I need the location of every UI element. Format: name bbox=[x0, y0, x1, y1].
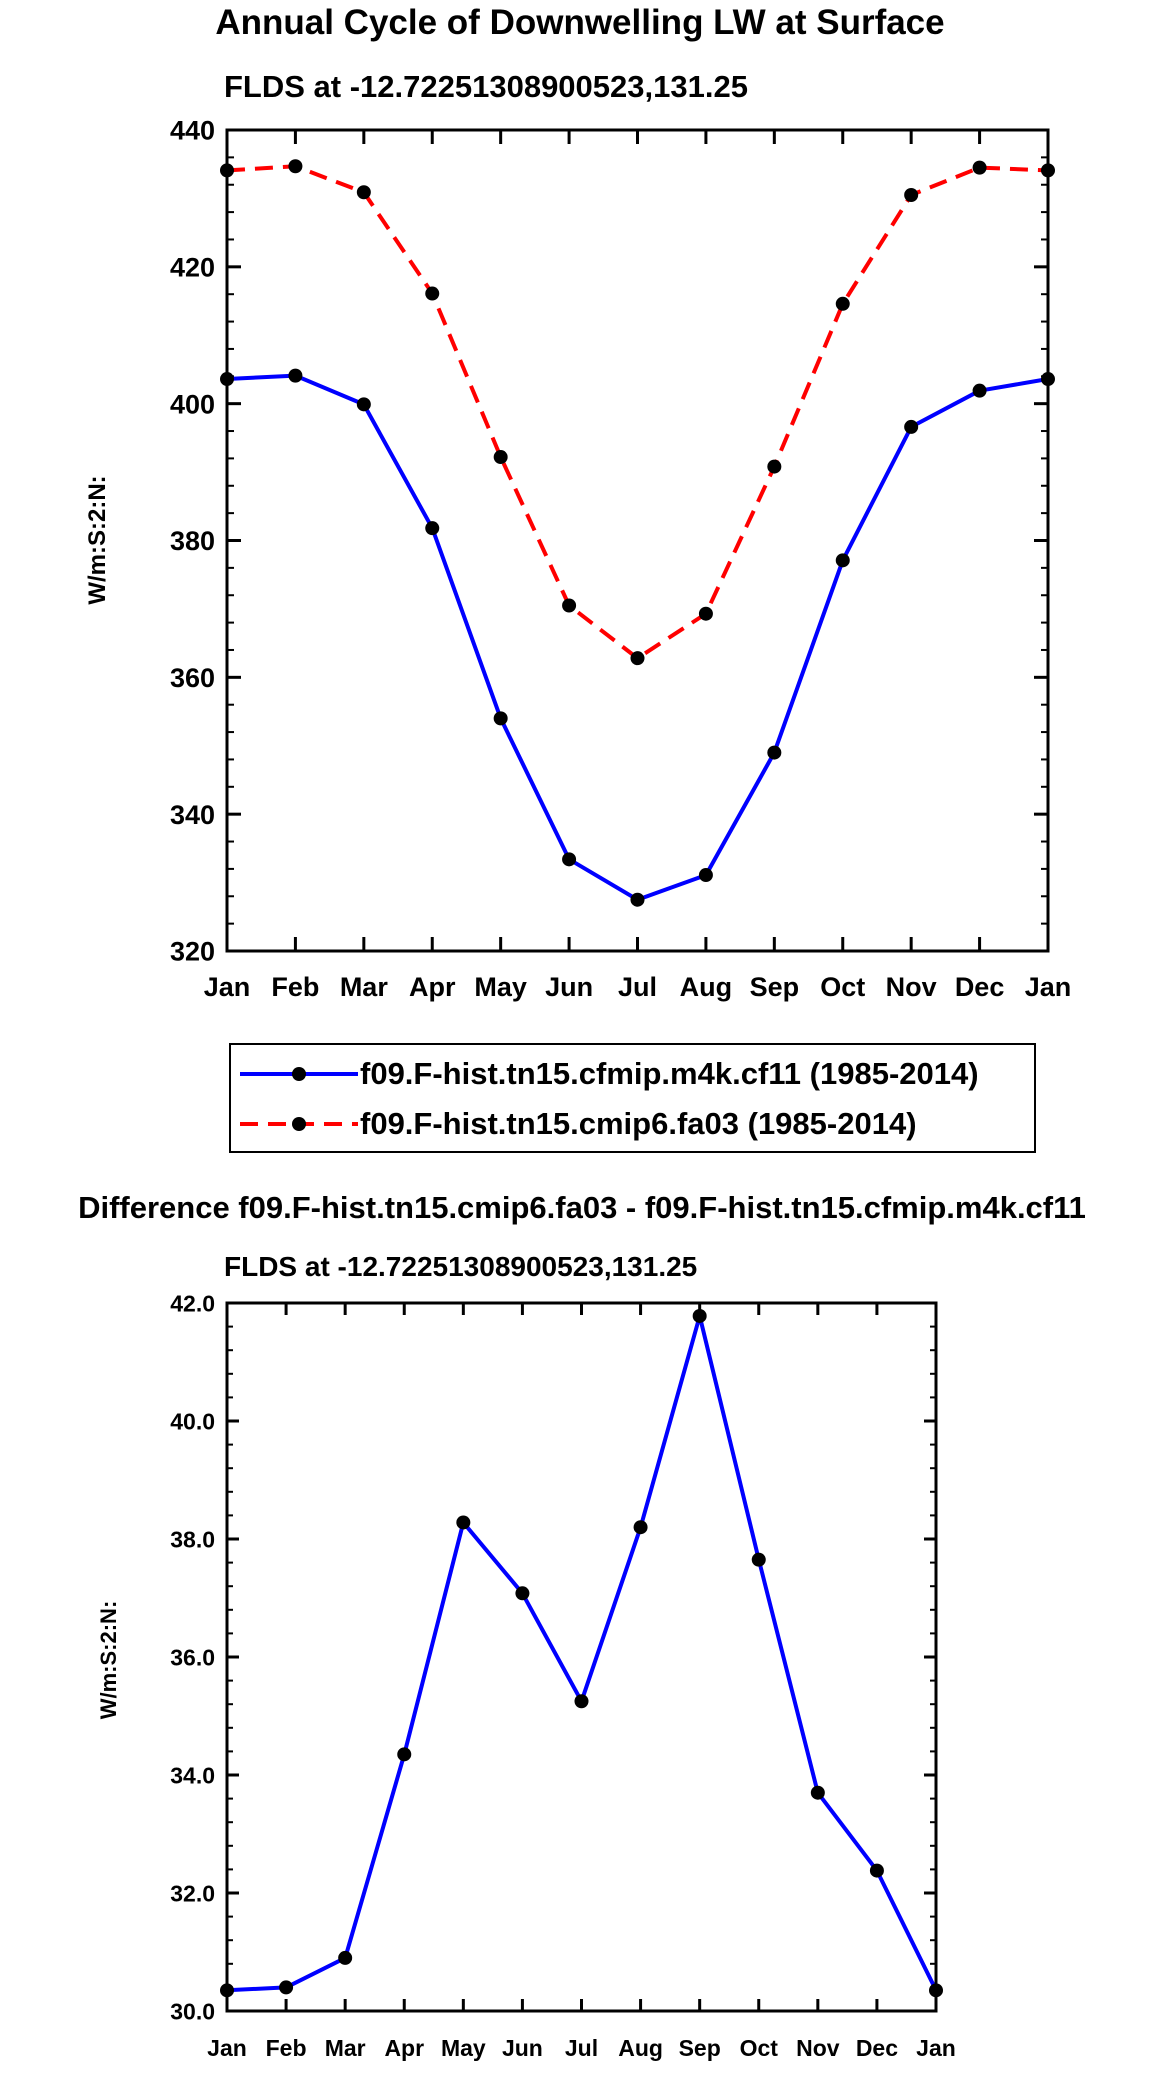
x-tick-label: Jan bbox=[916, 2035, 956, 2061]
x-tick-label: Aug bbox=[680, 972, 732, 1002]
data-point bbox=[929, 1983, 943, 1998]
data-point bbox=[692, 1308, 707, 1323]
y-tick-label: 360 bbox=[170, 663, 215, 693]
data-point bbox=[220, 372, 234, 387]
x-tick-label: Nov bbox=[886, 972, 937, 1002]
series-line-2 bbox=[226, 164, 1049, 661]
x-tick-label: Dec bbox=[856, 2035, 898, 2061]
x-tick-label: Jan bbox=[207, 2035, 247, 2061]
data-point bbox=[835, 296, 850, 311]
data-point bbox=[698, 606, 713, 621]
data-point bbox=[220, 163, 234, 178]
x-tick-label: Mar bbox=[325, 2035, 366, 2061]
x-tick-label: Jun bbox=[545, 972, 593, 1002]
x-tick-label: Jun bbox=[502, 2035, 543, 2061]
data-point bbox=[288, 368, 303, 383]
data-point bbox=[425, 521, 440, 536]
data-point bbox=[288, 159, 303, 174]
plot-frame bbox=[225, 1301, 938, 2013]
series-line-1 bbox=[226, 373, 1049, 902]
legend-marker-series-2 bbox=[292, 1117, 306, 1131]
legend-box bbox=[229, 1043, 1036, 1153]
chart1-subtitle: FLDS at -12.72251308900523,131.25 bbox=[224, 69, 748, 104]
chart1-plot: 320 340 360 380 400 420 440 Jan Feb Mar Apr May Jun J… bbox=[170, 116, 1071, 1002]
x-tick-label: Apr bbox=[384, 2035, 424, 2061]
y-tick-label: 32.0 bbox=[170, 1880, 215, 1906]
y-tick-label: 42.0 bbox=[170, 1290, 215, 1316]
x-tick-label: Sep bbox=[750, 972, 800, 1002]
data-point bbox=[630, 651, 645, 666]
data-point bbox=[425, 286, 440, 301]
data-point bbox=[574, 1694, 589, 1709]
x-tick-label: Oct bbox=[820, 972, 865, 1002]
x-tick-label: May bbox=[441, 2035, 486, 2061]
data-point bbox=[869, 1863, 884, 1878]
data-point bbox=[835, 553, 850, 568]
y-tick-label: 40.0 bbox=[170, 1408, 215, 1434]
y-tick-label: 440 bbox=[170, 116, 215, 146]
chart1-legend: f09.F-hist.tn15.cfmip.m4k.cf11 (1985-201… bbox=[229, 1043, 1036, 1153]
y-tick-label: 420 bbox=[170, 253, 215, 283]
data-point bbox=[767, 459, 782, 474]
data-point bbox=[972, 383, 987, 398]
data-point bbox=[767, 745, 782, 760]
chart2-title: Difference f09.F-hist.tn15.cmip6.fa03 - … bbox=[78, 1190, 1086, 1225]
x-tick-label: Oct bbox=[740, 2035, 779, 2061]
chart1-title: Annual Cycle of Downwelling LW at Surfac… bbox=[215, 3, 944, 42]
data-point bbox=[279, 1980, 294, 1995]
chart1-ylabel: W/m:S:2:N: bbox=[84, 475, 111, 604]
x-tick-label: Dec bbox=[955, 972, 1005, 1002]
data-point bbox=[456, 1515, 471, 1530]
data-point bbox=[356, 185, 371, 200]
x-tick-label: Nov bbox=[796, 2035, 840, 2061]
x-tick-label: Jul bbox=[565, 2035, 598, 2061]
data-point bbox=[493, 450, 508, 465]
legend-marker-series-1 bbox=[292, 1067, 306, 1081]
y-tick-label: 380 bbox=[170, 526, 215, 556]
legend-label-series-1: f09.F-hist.tn15.cfmip.m4k.cf11 (1985-201… bbox=[360, 1056, 979, 1091]
x-tick-label: Mar bbox=[340, 972, 389, 1002]
plot-frame bbox=[225, 128, 1050, 953]
data-point bbox=[220, 1983, 234, 1998]
x-tick-label: Feb bbox=[271, 972, 319, 1002]
x-tick-label: May bbox=[474, 972, 527, 1002]
data-point bbox=[562, 598, 577, 613]
data-point bbox=[338, 1950, 353, 1965]
chart2-subtitle: FLDS at -12.72251308900523,131.25 bbox=[224, 1251, 697, 1282]
data-point bbox=[810, 1785, 825, 1800]
y-tick-label: 38.0 bbox=[170, 1526, 215, 1552]
data-point bbox=[397, 1747, 412, 1762]
chart2-plot: 30.0 32.0 34.0 36.0 38.0 40.0 42.0 Jan Feb Mar Apr… bbox=[170, 1290, 956, 2061]
x-tick-label: Feb bbox=[266, 2035, 307, 2061]
legend-label-series-2: f09.F-hist.tn15.cmip6.fa03 (1985-2014) bbox=[360, 1106, 917, 1141]
x-tick-label: Jan bbox=[1025, 972, 1072, 1002]
x-tick-label: Sep bbox=[679, 2035, 721, 2061]
y-tick-label: 30.0 bbox=[170, 1998, 215, 2024]
x-tick-label: Jan bbox=[204, 972, 251, 1002]
data-point bbox=[630, 892, 645, 907]
data-point bbox=[515, 1586, 530, 1601]
y-tick-label: 34.0 bbox=[170, 1762, 215, 1788]
y-tick-label: 36.0 bbox=[170, 1644, 215, 1670]
data-point bbox=[356, 397, 371, 412]
data-point bbox=[493, 711, 508, 726]
data-point bbox=[972, 160, 987, 175]
chart2-ylabel: W/m:S:2:N: bbox=[96, 1601, 121, 1720]
data-point bbox=[904, 419, 919, 434]
data-point bbox=[698, 868, 713, 883]
data-point bbox=[751, 1552, 766, 1567]
data-point bbox=[1041, 372, 1055, 387]
x-tick-label: Apr bbox=[409, 972, 456, 1002]
data-point bbox=[633, 1520, 648, 1535]
y-tick-label: 340 bbox=[170, 800, 215, 830]
series-line-1 bbox=[226, 1314, 938, 1993]
data-point bbox=[562, 852, 577, 867]
y-tick-label: 320 bbox=[170, 937, 215, 967]
x-tick-label: Jul bbox=[618, 972, 657, 1002]
x-tick-label: Aug bbox=[618, 2035, 663, 2061]
y-tick-label: 400 bbox=[170, 389, 215, 419]
data-point bbox=[904, 187, 919, 202]
data-point bbox=[1041, 163, 1055, 178]
